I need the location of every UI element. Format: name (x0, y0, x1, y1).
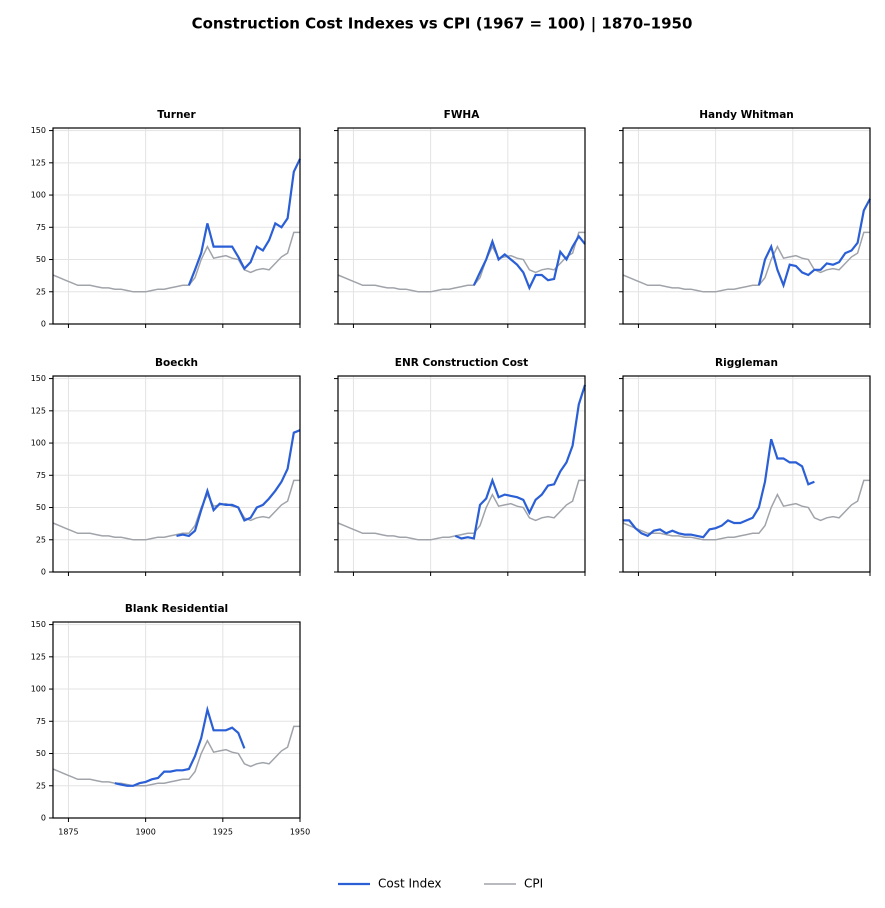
cpi-line (52, 725, 300, 787)
y-tick-label: 125 (31, 406, 46, 415)
y-tick-label: 150 (31, 126, 46, 135)
y-tick-label: 0 (41, 320, 46, 329)
panel-title: Riggleman (715, 357, 778, 369)
x-tick-label: 1950 (290, 828, 310, 837)
panel-title: Blank Residential (125, 603, 228, 615)
y-tick-label: 25 (36, 287, 46, 296)
y-tick-label: 150 (31, 620, 46, 629)
cpi-line (337, 479, 585, 541)
cost-index-line (472, 234, 586, 291)
cost-index-line (757, 198, 871, 289)
cpi-line (622, 479, 870, 541)
panel-title: FWHA (444, 109, 481, 121)
y-tick-label: 50 (36, 749, 46, 758)
y-tick-label: 50 (36, 255, 46, 264)
x-tick-label: 1925 (213, 828, 233, 837)
cpi-line (52, 479, 300, 541)
panel-title: Boeckh (155, 357, 198, 369)
legend-label: Cost Index (378, 877, 442, 891)
legend-label: CPI (524, 877, 543, 891)
panel-frame (622, 127, 871, 325)
panel-title: ENR Construction Cost (395, 357, 528, 369)
panel-title: Turner (157, 109, 196, 121)
cost-index-line (114, 705, 246, 787)
y-tick-label: 25 (36, 781, 46, 790)
y-tick-label: 25 (36, 535, 46, 544)
y-tick-label: 125 (31, 652, 46, 661)
panel-frame (622, 375, 871, 573)
y-tick-label: 50 (36, 503, 46, 512)
y-tick-label: 75 (36, 717, 46, 726)
panel-frame (337, 127, 586, 325)
y-tick-label: 75 (36, 471, 46, 480)
y-tick-label: 0 (41, 814, 46, 823)
y-tick-label: 100 (31, 685, 46, 694)
panel-frame (337, 375, 586, 573)
y-tick-label: 150 (31, 374, 46, 383)
cpi-line (52, 231, 300, 293)
figure-title: Construction Cost Indexes vs CPI (1967 =… (192, 15, 693, 34)
panel-frame (52, 621, 301, 819)
cpi-line (622, 231, 870, 293)
x-tick-label: 1900 (135, 828, 155, 837)
y-tick-label: 100 (31, 191, 46, 200)
y-tick-label: 100 (31, 439, 46, 448)
y-tick-label: 125 (31, 158, 46, 167)
y-tick-label: 75 (36, 223, 46, 232)
y-tick-label: 0 (41, 568, 46, 577)
panel-frame (52, 127, 301, 325)
x-tick-label: 1875 (58, 828, 78, 837)
cost-index-line (187, 158, 301, 286)
panel-title: Handy Whitman (699, 109, 794, 121)
cost-index-line (454, 384, 587, 540)
panel-frame (52, 375, 301, 573)
cost-index-line (176, 429, 301, 538)
cpi-line (337, 231, 585, 293)
cost-index-line (623, 438, 815, 539)
